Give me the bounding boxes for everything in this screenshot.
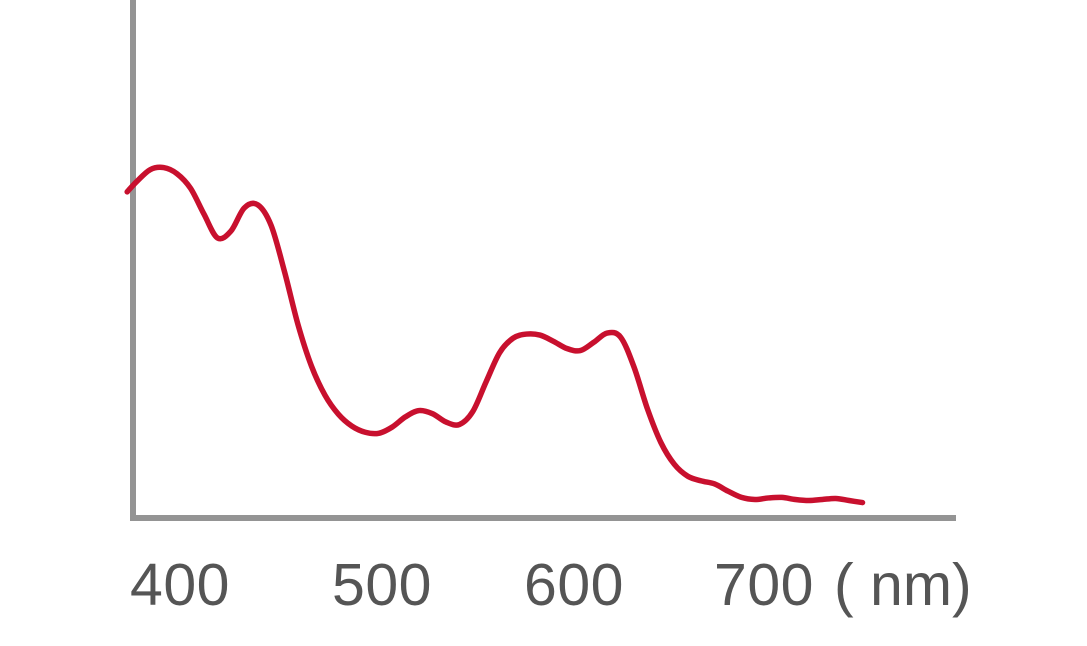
x-tick-label-500: 500: [332, 552, 432, 618]
x-axis-unit-label: ( nm): [834, 552, 972, 618]
x-tick-label-400: 400: [130, 552, 230, 618]
x-tick-label-600: 600: [524, 552, 624, 618]
axis-group: [130, 0, 956, 521]
spectrum-curve: [124, 164, 866, 506]
x-tick-label-700: 700: [714, 552, 814, 618]
series-group: [124, 164, 866, 506]
